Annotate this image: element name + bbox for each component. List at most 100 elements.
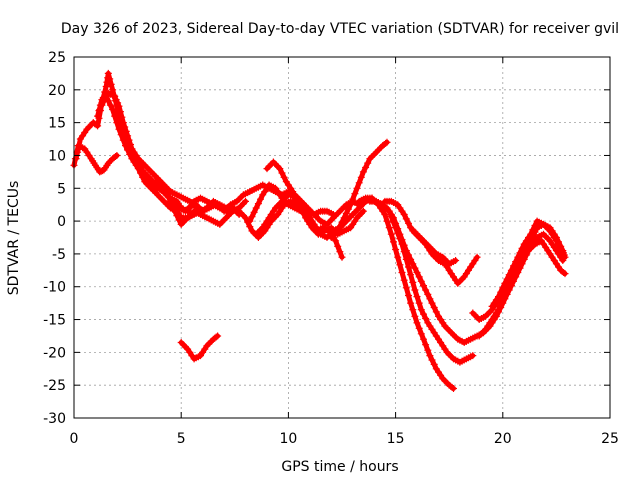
y-tick-label: 15 bbox=[48, 116, 66, 132]
data-point bbox=[507, 266, 515, 274]
data-point bbox=[111, 112, 119, 120]
series-trace-7 bbox=[177, 332, 222, 363]
data-point bbox=[124, 132, 132, 140]
data-point bbox=[357, 173, 365, 181]
data-point bbox=[497, 301, 505, 309]
data-point bbox=[382, 139, 390, 147]
data-point bbox=[104, 97, 112, 105]
data-point bbox=[114, 99, 122, 107]
data-point bbox=[413, 319, 421, 327]
data-point bbox=[92, 121, 100, 129]
data-point bbox=[503, 288, 511, 296]
data-point bbox=[411, 286, 419, 294]
data-point bbox=[162, 189, 170, 197]
data-point bbox=[450, 385, 457, 392]
data-point bbox=[106, 101, 114, 109]
y-tick-label: 10 bbox=[48, 148, 66, 164]
data-point bbox=[119, 119, 127, 127]
data-point bbox=[396, 261, 404, 269]
data-point bbox=[254, 200, 262, 208]
data-point bbox=[118, 113, 126, 121]
data-point bbox=[278, 169, 286, 177]
y-tick-label: 5 bbox=[57, 181, 66, 197]
x-tick-label: 25 bbox=[601, 431, 619, 447]
data-point bbox=[353, 184, 361, 192]
data-point bbox=[531, 222, 539, 229]
data-point bbox=[297, 205, 305, 213]
data-layer bbox=[70, 69, 569, 392]
data-point bbox=[402, 247, 410, 255]
data-point bbox=[390, 214, 397, 222]
data-point bbox=[332, 237, 340, 245]
data-point bbox=[291, 192, 299, 200]
data-point bbox=[448, 383, 456, 391]
y-tick-label: -5 bbox=[52, 247, 66, 263]
data-point bbox=[112, 96, 120, 104]
data-point bbox=[510, 262, 517, 270]
data-point bbox=[420, 310, 427, 318]
data-point bbox=[349, 195, 357, 203]
y-tick-label: 0 bbox=[57, 214, 66, 230]
data-point bbox=[293, 196, 301, 204]
y-axis-ticks: -30 -25 -20 -15 -10 -5 0 5 10 15 20 25 bbox=[43, 50, 610, 427]
data-point bbox=[405, 292, 412, 299]
data-point bbox=[400, 241, 408, 249]
data-point bbox=[398, 269, 406, 276]
data-point bbox=[390, 238, 397, 246]
data-point bbox=[507, 279, 515, 287]
data-point bbox=[409, 260, 417, 268]
data-point bbox=[424, 346, 432, 354]
data-point bbox=[139, 170, 147, 178]
data-point bbox=[499, 284, 507, 292]
data-point bbox=[94, 112, 102, 120]
data-point bbox=[347, 201, 355, 209]
y-tick-label: -10 bbox=[43, 280, 66, 296]
series-line bbox=[328, 139, 390, 240]
data-point bbox=[107, 80, 115, 88]
data-point bbox=[428, 299, 436, 307]
data-point bbox=[411, 264, 419, 272]
data-point bbox=[137, 166, 144, 174]
data-point bbox=[529, 226, 537, 234]
data-point bbox=[400, 211, 408, 218]
data-point bbox=[518, 244, 526, 252]
data-point bbox=[359, 207, 367, 215]
x-tick-label: 15 bbox=[387, 431, 405, 447]
data-point bbox=[160, 184, 168, 192]
data-point bbox=[405, 251, 412, 259]
y-tick-label: -25 bbox=[43, 378, 66, 394]
series-trace-20 bbox=[475, 220, 567, 340]
series-line bbox=[356, 195, 456, 391]
data-point bbox=[512, 258, 520, 266]
data-point bbox=[96, 106, 104, 113]
data-point bbox=[392, 219, 400, 227]
data-point bbox=[497, 288, 505, 296]
data-point bbox=[415, 273, 423, 281]
data-point bbox=[250, 208, 258, 216]
series-line bbox=[73, 70, 201, 214]
data-point bbox=[383, 217, 391, 225]
data-point bbox=[383, 138, 391, 146]
data-point bbox=[381, 211, 389, 218]
data-point bbox=[242, 214, 249, 222]
data-point bbox=[415, 324, 423, 332]
y-tick-label: 25 bbox=[48, 50, 66, 66]
data-point bbox=[402, 284, 410, 292]
y-tick-label: -15 bbox=[43, 313, 66, 329]
data-point bbox=[394, 225, 402, 233]
data-point bbox=[351, 190, 359, 198]
data-point bbox=[527, 230, 535, 238]
data-point bbox=[555, 238, 562, 246]
data-point bbox=[501, 293, 509, 301]
data-point bbox=[503, 275, 511, 283]
data-point bbox=[516, 249, 524, 257]
series-trace-21 bbox=[488, 217, 569, 310]
data-point bbox=[387, 230, 395, 238]
x-tick-label: 10 bbox=[279, 431, 297, 447]
data-point bbox=[280, 173, 288, 181]
data-point bbox=[501, 279, 509, 287]
data-point bbox=[430, 360, 438, 368]
data-point bbox=[405, 263, 412, 271]
data-point bbox=[171, 207, 179, 215]
